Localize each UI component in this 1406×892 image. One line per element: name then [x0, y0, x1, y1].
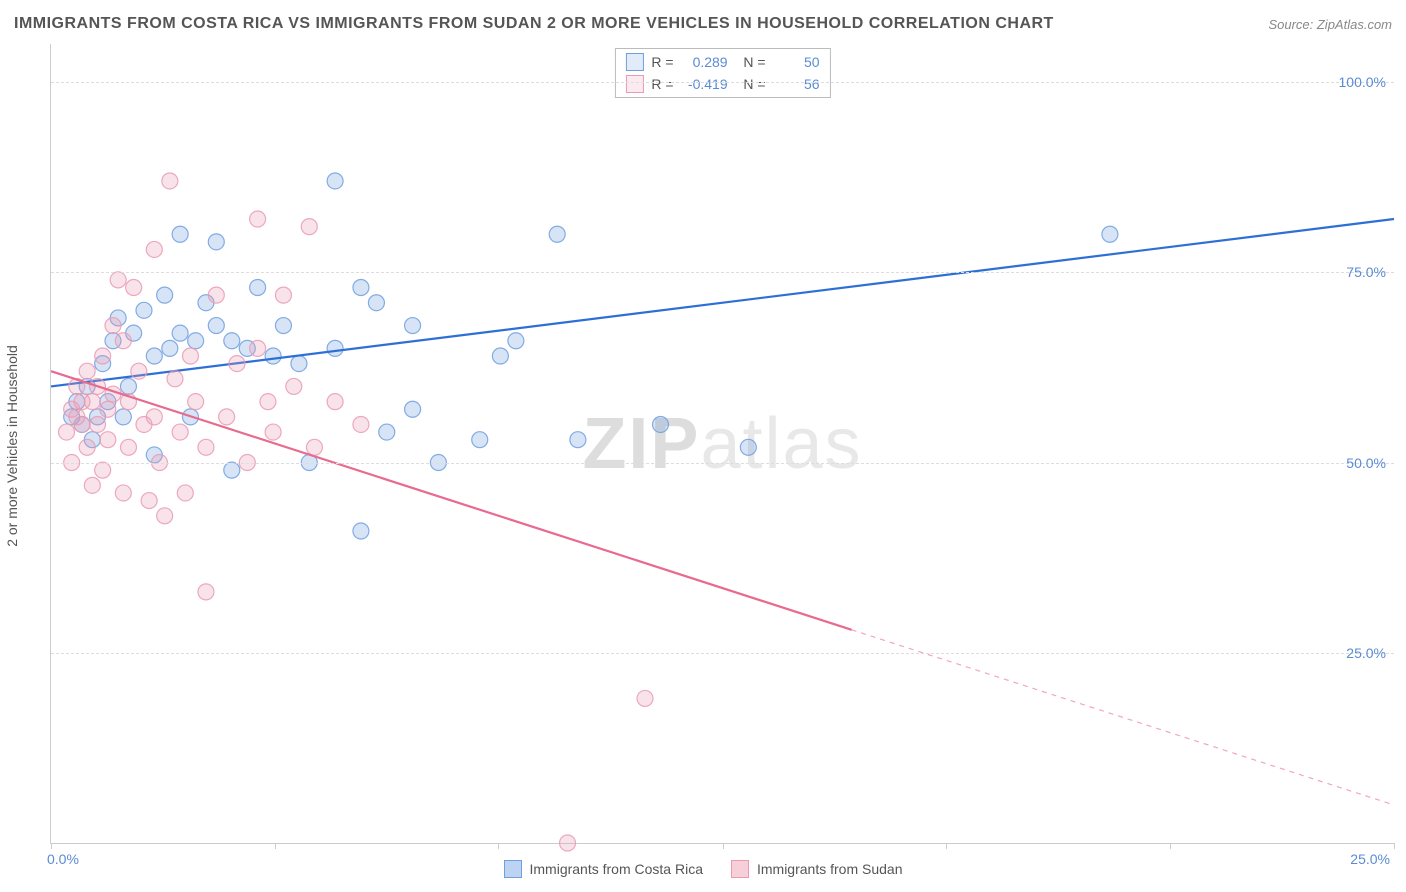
chart-title: IMMIGRANTS FROM COSTA RICA VS IMMIGRANTS… — [14, 15, 1054, 33]
stat-n-value: 50 — [774, 54, 820, 70]
gridline — [51, 463, 1394, 464]
source-label: Source: ZipAtlas.com — [1268, 17, 1392, 32]
x-tick — [1394, 843, 1395, 849]
legend-swatch — [625, 53, 643, 71]
x-tick — [275, 843, 276, 849]
x-tick — [498, 843, 499, 849]
y-tick-label: 25.0% — [1346, 645, 1386, 661]
legend-label: Immigrants from Sudan — [757, 861, 903, 877]
stats-legend: R = 0.289 N = 50 R = -0.419 N = 56 — [614, 48, 830, 98]
legend-swatch — [625, 75, 643, 93]
legend-swatch — [731, 860, 749, 878]
stat-r-label: R = — [651, 54, 673, 70]
title-bar: IMMIGRANTS FROM COSTA RICA VS IMMIGRANTS… — [14, 10, 1392, 38]
x-tick — [946, 843, 947, 849]
stat-n-label: N = — [736, 76, 766, 92]
y-tick-label: 100.0% — [1339, 74, 1386, 90]
legend-swatch — [504, 860, 522, 878]
y-axis-label: 2 or more Vehicles in Household — [4, 345, 20, 547]
stat-r-value: -0.419 — [682, 76, 728, 92]
stat-n-value: 56 — [774, 76, 820, 92]
y-tick-label: 75.0% — [1346, 264, 1386, 280]
gridline — [51, 653, 1394, 654]
legend-item: Immigrants from Costa Rica — [504, 860, 703, 878]
y-tick-label: 50.0% — [1346, 455, 1386, 471]
legend-item: Immigrants from Sudan — [731, 860, 903, 878]
legend-label: Immigrants from Costa Rica — [530, 861, 703, 877]
x-tick — [1170, 843, 1171, 849]
x-tick — [51, 843, 52, 849]
bottom-legend: Immigrants from Costa Rica Immigrants fro… — [0, 860, 1406, 878]
gridline — [51, 82, 1394, 83]
stat-n-label: N = — [736, 54, 766, 70]
stat-r-label: R = — [651, 76, 673, 92]
x-tick — [723, 843, 724, 849]
stats-legend-row: R = 0.289 N = 50 — [615, 51, 829, 73]
gridline — [51, 272, 1394, 273]
chart-svg — [51, 44, 1394, 843]
stat-r-value: 0.289 — [682, 54, 728, 70]
plot-area: ZIPatlas R =0.289 N =50R =-0.419 N =56 0… — [50, 44, 1394, 844]
stats-legend-row: R = -0.419 N = 56 — [615, 73, 829, 95]
